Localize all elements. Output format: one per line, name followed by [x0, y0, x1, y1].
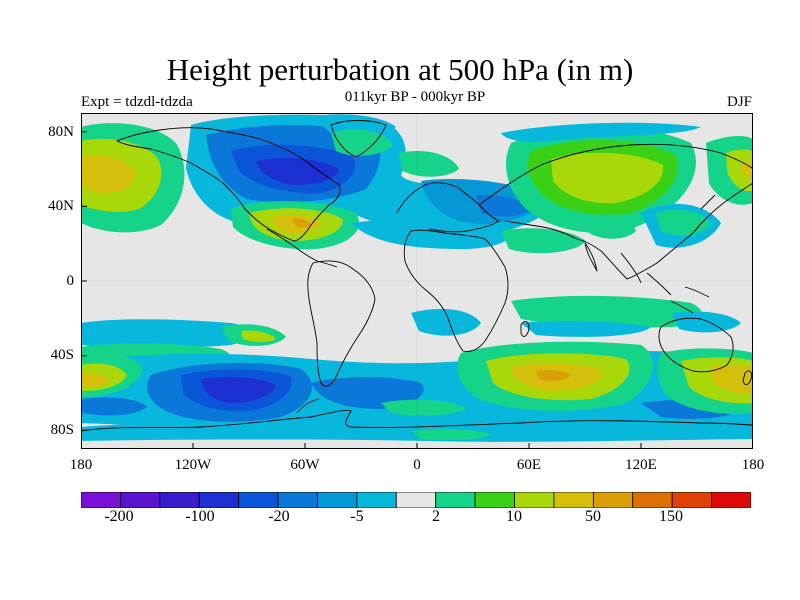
contour-cyan-satl-20s: [411, 308, 481, 336]
contour-green-greenland: [331, 129, 393, 156]
colorbar-swatch: [395, 492, 437, 508]
plot-title: Height perturbation at 500 hPa (in m): [166, 52, 634, 87]
colorbar-swatch: [474, 492, 515, 508]
map-grid: [81, 113, 753, 449]
colorbar-swatch: [81, 492, 121, 508]
contour-green-eurasia-n: [399, 150, 459, 177]
colorbar-label-50: 50: [585, 508, 601, 525]
colorbar-swatch: [317, 492, 358, 508]
contour-gold-npac-west: [81, 154, 136, 193]
contour-darkblue-spac: [201, 377, 276, 403]
lat-label-80n: 80N: [48, 124, 74, 140]
contour-green-pacific: [656, 209, 711, 236]
contour-yellowgreen-asia: [551, 152, 664, 204]
colorbar-swatch: [671, 492, 712, 508]
period-subtitle: 011kyr BP - 000kyr BP: [344, 89, 486, 105]
contour-cyan-spac-20s: [81, 319, 250, 348]
contour-gold-tasman: [711, 364, 753, 394]
contour-green-io-20s: [511, 295, 702, 328]
contour-cyan-aus-20s: [671, 311, 741, 333]
lon-label-180-right: 180: [741, 457, 765, 473]
colorbar-swatch: [514, 492, 555, 508]
contour-orange-gulf: [291, 218, 311, 228]
colorbar-swatch: [435, 492, 476, 508]
colorbar-label-minus200: -200: [104, 508, 134, 525]
experiment-label: Expt = tdzdl-tdzda: [81, 94, 193, 110]
colorbar-swatch: [120, 492, 161, 508]
colorbar-swatch: [238, 492, 279, 508]
colorbar-swatch: [711, 492, 751, 508]
colorbar-swatch: [159, 492, 200, 508]
height-perturbation-map: [81, 113, 753, 449]
colorbar-swatch: [356, 492, 397, 508]
contour-lime-npac-east: [726, 149, 753, 192]
contour-green-antarctic: [411, 428, 491, 441]
axis-ticks: [81, 131, 642, 449]
contour-lime-chile: [241, 330, 276, 342]
colorbar-swatch: [277, 492, 318, 508]
contour-orange-sio: [536, 370, 571, 382]
colorbar-label-150: 150: [659, 508, 683, 525]
colorbar-swatch: [198, 492, 240, 508]
lat-label-80s: 80S: [50, 422, 74, 438]
season-label: DJF: [726, 94, 752, 110]
contour-cyan-arctic: [311, 114, 396, 137]
lon-label-120w: 120W: [174, 457, 212, 473]
lat-label-0: 0: [66, 273, 75, 289]
colorbar-label-minus5: -5: [350, 508, 364, 525]
colorbar-swatch: [632, 492, 673, 508]
contour-gold-spac-west: [81, 372, 109, 387]
contour-cyan-siberia: [501, 122, 701, 142]
contour-green-arabia: [586, 216, 636, 239]
contour-darkblue-na: [256, 158, 339, 185]
coastlines: [81, 120, 753, 432]
colorbar-label-minus100: -100: [185, 508, 215, 525]
colorbar-swatch: [592, 492, 634, 508]
contour-green-nafrica: [501, 228, 586, 254]
contour-deepblue-europe: [476, 194, 533, 217]
color-legend: [81, 492, 751, 508]
lat-label-40n: 40N: [48, 198, 74, 214]
lon-label-180-left: 180: [69, 457, 93, 473]
contour-blue-pac-low: [81, 397, 147, 416]
contour-cyan-atlantic-sub: [351, 219, 509, 249]
contour-cyan-io-20s: [521, 320, 651, 337]
lon-label-0: 0: [413, 457, 421, 473]
colorbar-swatch: [553, 492, 594, 508]
lat-label-40s: 40S: [50, 347, 74, 363]
contour-green-satl-sub: [381, 399, 466, 416]
lon-label-120e: 120E: [625, 457, 657, 473]
lon-label-60e: 60E: [516, 457, 542, 473]
colorbar-label-10: 10: [506, 508, 522, 525]
lon-label-60w: 60W: [290, 457, 320, 473]
colorbar-label-minus20: -20: [268, 508, 290, 525]
colorbar-label-2: 2: [432, 508, 440, 525]
